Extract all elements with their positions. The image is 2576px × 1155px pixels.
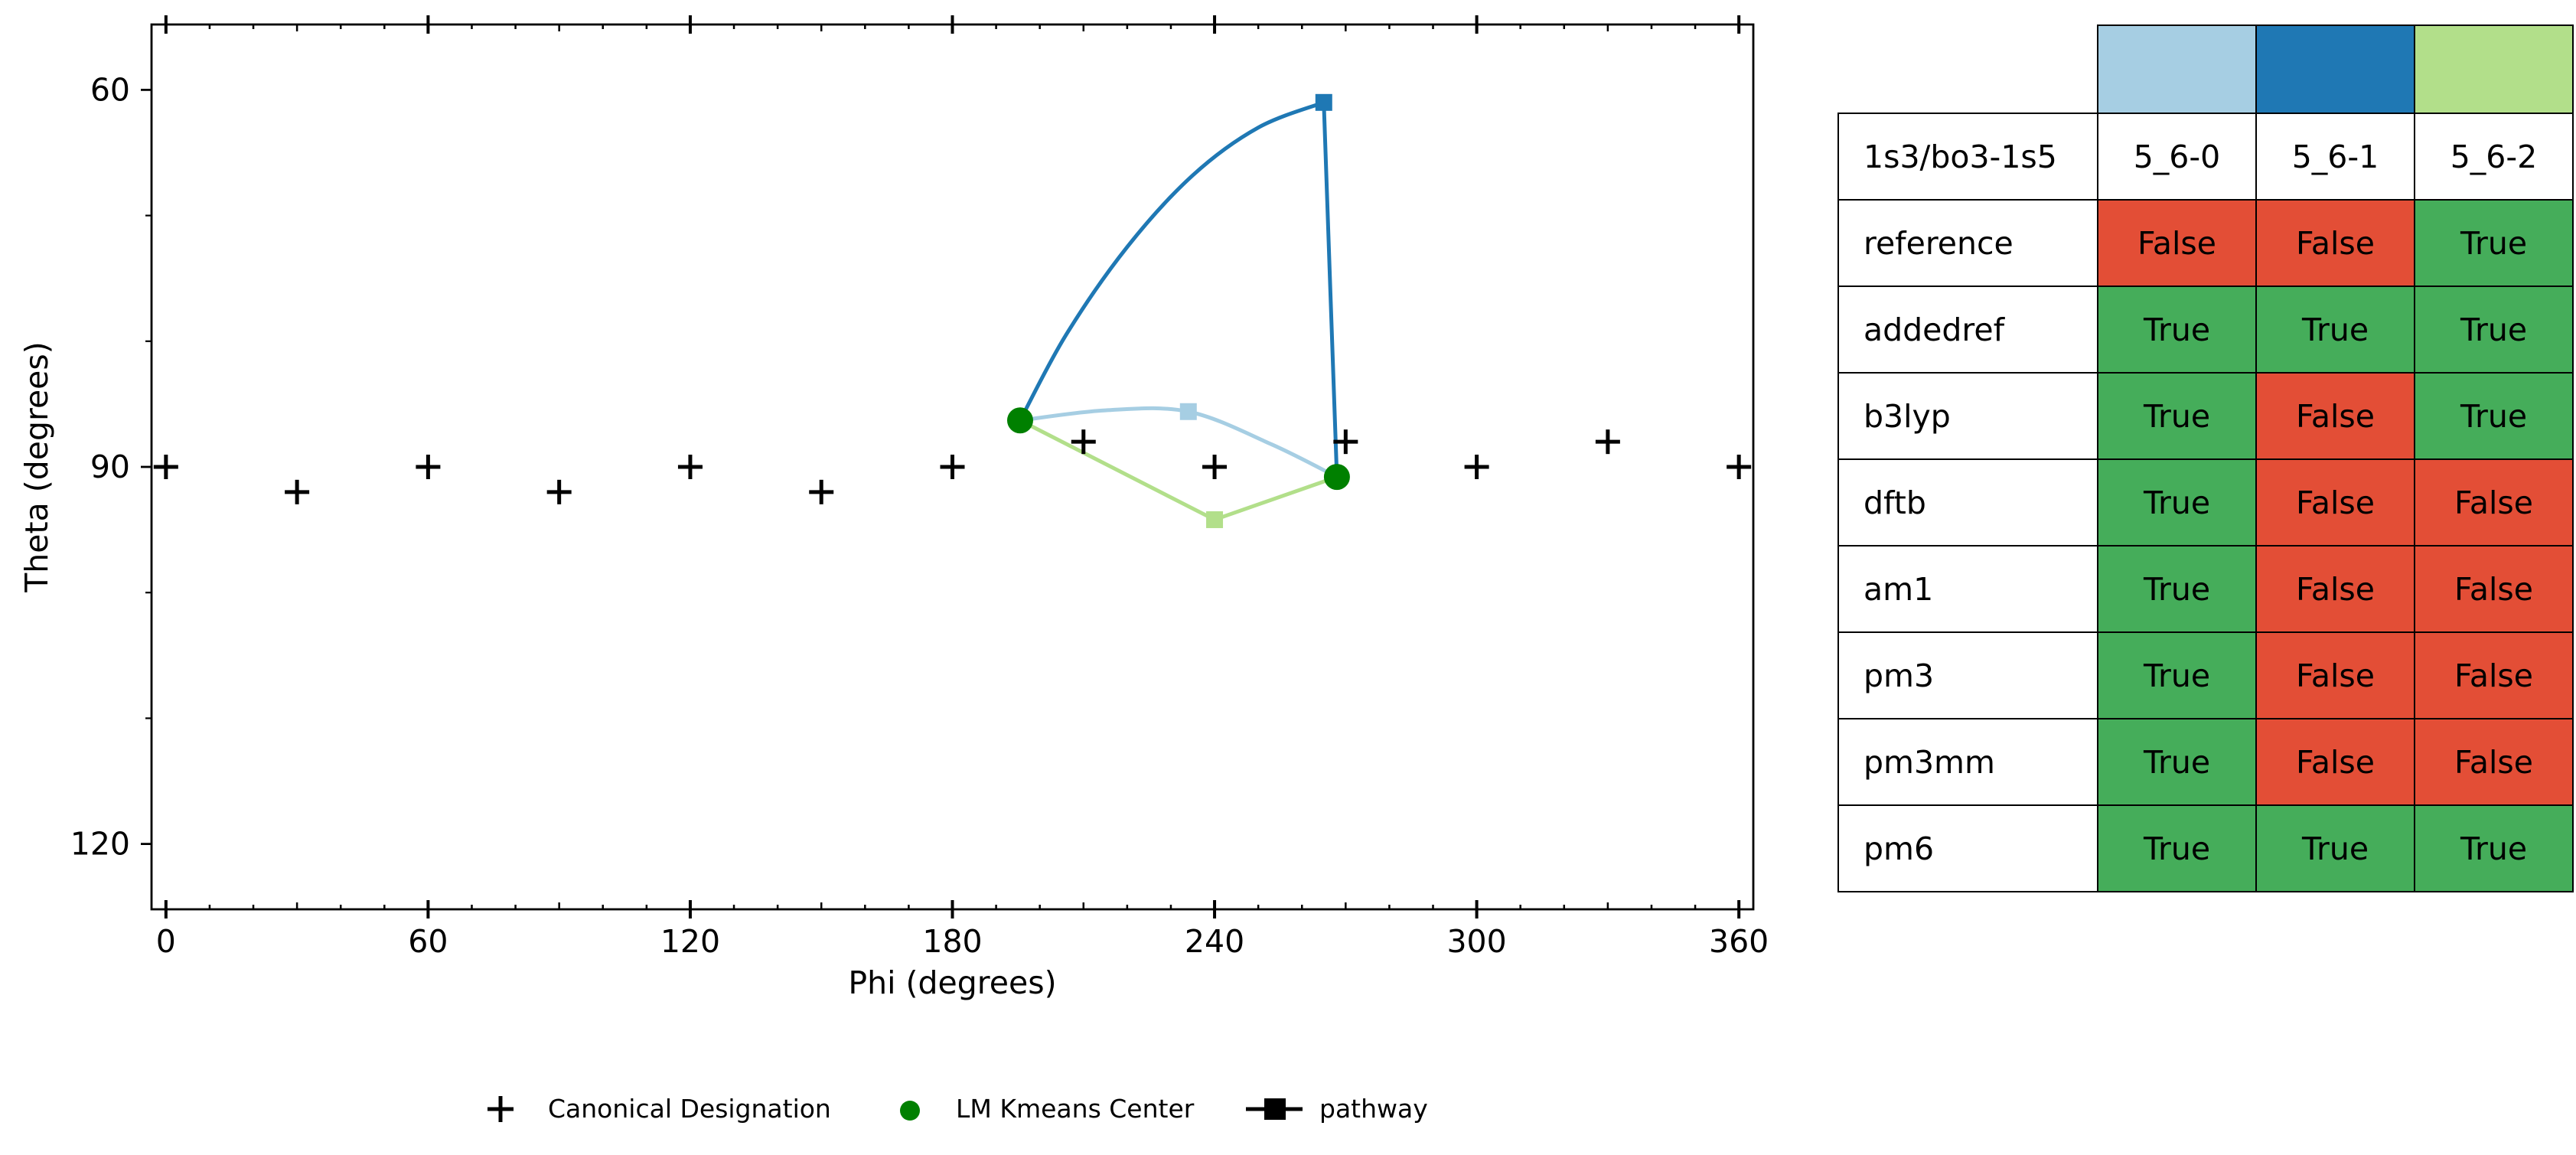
status-cell: False xyxy=(2255,545,2415,633)
pathway-line-5_6-2 xyxy=(1019,419,1338,522)
x-tick-label: 180 xyxy=(922,923,982,960)
column-header: 5_6-0 xyxy=(2097,113,2257,201)
table-color-row xyxy=(1838,24,2574,114)
table-row: b3lyp True False True xyxy=(1837,372,2574,460)
status-cell: True xyxy=(2255,804,2415,892)
canonical-point xyxy=(285,479,310,504)
y-tick-label: 60 xyxy=(90,71,130,108)
pathway-marker-5_6-0 xyxy=(1179,403,1197,420)
table-row: pm3mm True False False xyxy=(1837,718,2574,806)
status-cell: False xyxy=(2097,199,2257,287)
status-cell: False xyxy=(2414,631,2574,719)
status-cell: True xyxy=(2414,285,2574,374)
y-axis-label: Theta (degrees) xyxy=(18,341,55,593)
canonical-point xyxy=(940,455,965,479)
canonical-point xyxy=(1202,455,1228,479)
status-cell: True xyxy=(2097,804,2257,892)
x-tick-label: 0 xyxy=(156,923,176,960)
canonical-point xyxy=(1464,455,1489,479)
status-cell: True xyxy=(2414,372,2574,460)
status-cell: True xyxy=(2097,545,2257,633)
status-cell: True xyxy=(2097,285,2257,374)
status-cell: True xyxy=(2097,372,2257,460)
status-cell: True xyxy=(2255,285,2415,374)
status-cell: False xyxy=(2255,458,2415,547)
canonical-point xyxy=(1071,429,1096,455)
column-color-swatch xyxy=(2414,24,2574,114)
canonical-point xyxy=(677,455,703,479)
x-tick-label: 240 xyxy=(1185,923,1244,960)
legend-canonical-icon xyxy=(487,1096,514,1122)
x-tick-label: 360 xyxy=(1709,923,1769,960)
method-comparison-table: 1s3/bo3-1s5 5_6-0 5_6-1 5_6-2 reference False… xyxy=(1837,24,2574,892)
table-row: dftb True False False xyxy=(1837,458,2574,547)
table-row: pm6 True True True xyxy=(1837,804,2574,892)
table-row: pm3 True False False xyxy=(1837,631,2574,719)
pathway-marker-5_6-2 xyxy=(1206,511,1224,528)
status-cell: True xyxy=(2097,718,2257,806)
column-header: 5_6-2 xyxy=(2414,113,2574,201)
table-header-label: 1s3/bo3-1s5 xyxy=(1837,113,2098,201)
status-cell: True xyxy=(2097,631,2257,719)
status-cell: True xyxy=(2097,458,2257,547)
status-cell: True xyxy=(2414,804,2574,892)
legend-kmeans-label: LM Kmeans Center xyxy=(956,1094,1195,1124)
table-row: reference False False True xyxy=(1837,199,2574,287)
table-header-row: 1s3/bo3-1s5 5_6-0 5_6-1 5_6-2 xyxy=(1837,113,2574,201)
column-color-swatch xyxy=(2097,24,2257,114)
table-row: am1 True False False xyxy=(1837,545,2574,633)
table-corner xyxy=(1838,25,2098,113)
table-row: addedref True True True xyxy=(1837,285,2574,374)
canonical-point xyxy=(1727,455,1752,479)
status-cell: False xyxy=(2414,458,2574,547)
canonical-point xyxy=(416,455,441,479)
pathway-marker-5_6-1 xyxy=(1315,93,1332,111)
canonical-point xyxy=(1333,429,1358,455)
row-label: pm3mm xyxy=(1837,718,2098,806)
status-cell: False xyxy=(2255,372,2415,460)
pathway-line-5_6-1 xyxy=(1018,100,1339,478)
canonical-point xyxy=(153,455,178,479)
kmeans-center-point xyxy=(1006,407,1033,434)
x-axis-label: Phi (degrees) xyxy=(848,964,1056,1001)
column-color-swatch xyxy=(2255,24,2415,114)
row-label: pm6 xyxy=(1837,804,2098,892)
y-tick-label: 120 xyxy=(70,826,130,863)
status-cell: False xyxy=(2414,545,2574,633)
kmeans-center-point xyxy=(1323,464,1350,491)
row-label: b3lyp xyxy=(1837,372,2098,460)
row-label: am1 xyxy=(1837,545,2098,633)
status-cell: False xyxy=(2255,631,2415,719)
row-label: pm3 xyxy=(1837,631,2098,719)
status-cell: True xyxy=(2414,199,2574,287)
legend-canonical-label: Canonical Designation xyxy=(548,1094,831,1124)
column-header: 5_6-1 xyxy=(2255,113,2415,201)
y-tick-label: 90 xyxy=(90,449,130,485)
status-cell: False xyxy=(2414,718,2574,806)
canonical-point xyxy=(546,479,572,504)
x-tick-label: 120 xyxy=(660,923,720,960)
row-label: reference xyxy=(1837,199,2098,287)
legend-pathway-icon xyxy=(1246,1098,1303,1120)
status-cell: False xyxy=(2255,718,2415,806)
canonical-point xyxy=(809,479,834,504)
legend-pathway-label: pathway xyxy=(1319,1094,1428,1124)
x-tick-label: 300 xyxy=(1446,923,1506,960)
x-tick-label: 60 xyxy=(408,923,448,960)
status-cell: False xyxy=(2255,199,2415,287)
legend-kmeans-icon xyxy=(900,1101,920,1121)
row-label: dftb xyxy=(1837,458,2098,547)
canonical-point xyxy=(1595,429,1620,455)
row-label: addedref xyxy=(1837,285,2098,374)
